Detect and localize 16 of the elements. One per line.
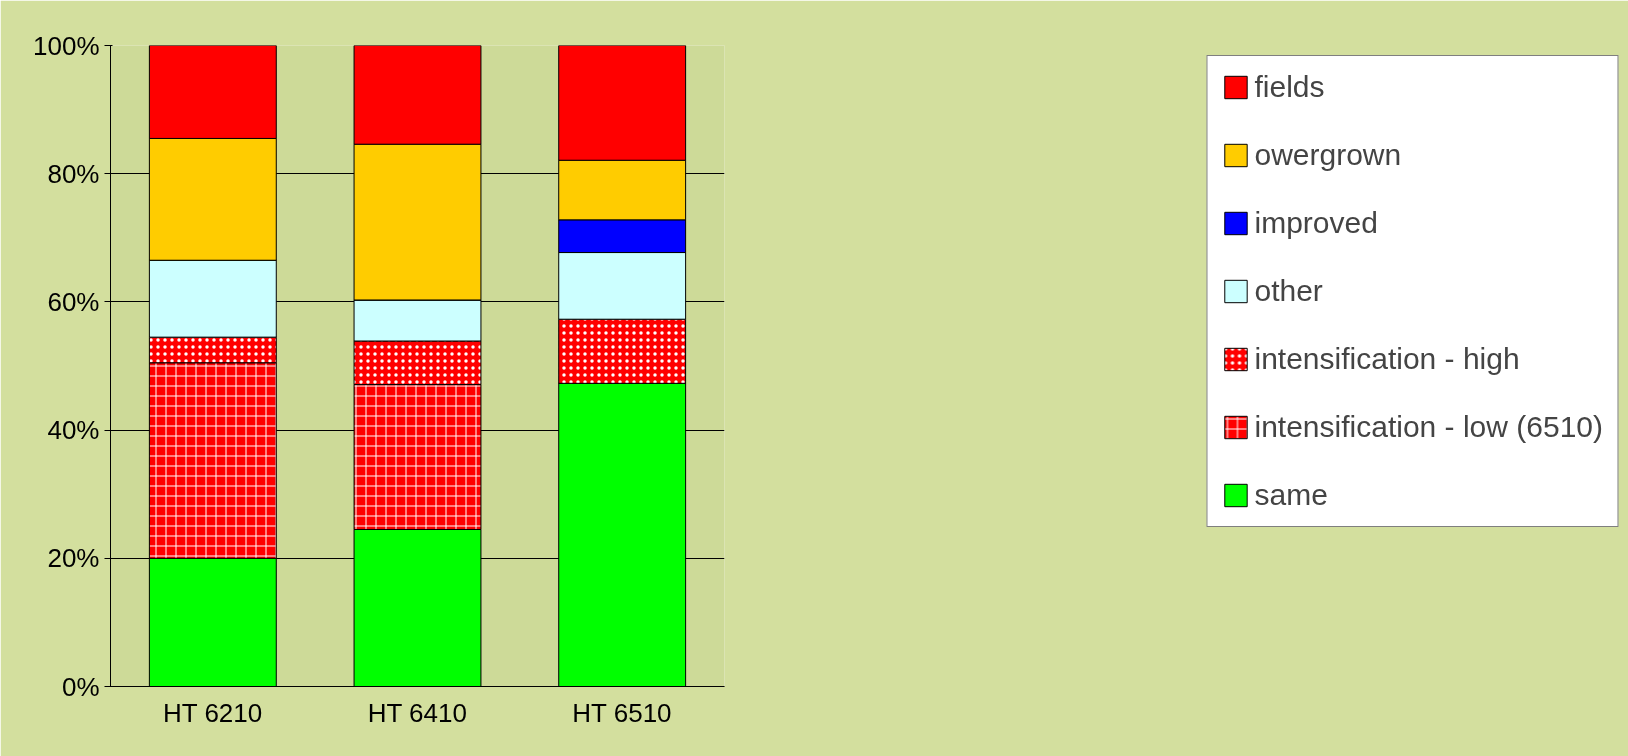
legend-label: intensification - low (6510) xyxy=(1254,410,1603,444)
y-tick-label: 20% xyxy=(47,543,100,574)
y-tick-label: 0% xyxy=(61,671,100,702)
legend-label: fields xyxy=(1254,70,1325,104)
x-tick-label: HT 6410 xyxy=(367,697,467,728)
legend-label: owergrown xyxy=(1254,138,1402,172)
legend-label: improved xyxy=(1254,206,1378,240)
x-tick-label: HT 6210 xyxy=(162,697,263,728)
y-tick-label: 40% xyxy=(47,415,100,446)
legend-label: other xyxy=(1254,274,1323,308)
legend-label: same xyxy=(1254,478,1328,512)
y-tick-label: 100% xyxy=(33,30,100,61)
y-tick-label: 80% xyxy=(47,158,100,189)
x-tick-label: HT 6510 xyxy=(572,697,672,728)
legend-label: intensification - high xyxy=(1254,342,1520,376)
y-tick-label: 60% xyxy=(47,286,100,317)
